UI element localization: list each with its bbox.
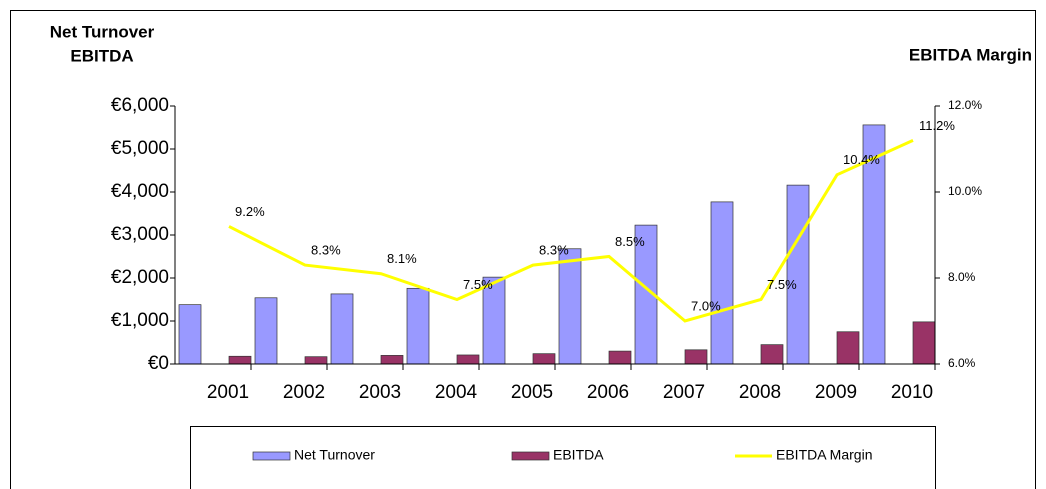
y-tick-label: €5,000	[111, 138, 169, 159]
x-tick-label: 2005	[511, 382, 553, 403]
bar	[304, 356, 328, 365]
bar	[912, 321, 936, 365]
bar	[228, 355, 252, 365]
y-tick-label: €0	[148, 353, 169, 374]
x-tick-label: 2002	[283, 382, 325, 403]
y-tick-label: €6,000	[111, 95, 169, 116]
y-tick-label: €1,000	[111, 310, 169, 331]
data-label: 8.5%	[615, 234, 645, 249]
x-tick-label: 2009	[815, 382, 857, 403]
bar	[836, 331, 860, 365]
bar	[760, 344, 784, 365]
y2-tick-label: 12.0%	[948, 98, 982, 112]
x-tick-label: 2010	[891, 382, 933, 403]
data-label: 8.3%	[311, 243, 341, 258]
data-label: 7.5%	[463, 277, 493, 292]
bar	[684, 349, 708, 365]
y2-axis-title: EBITDA Margin	[909, 45, 1032, 64]
x-tick-label: 2001	[207, 382, 249, 403]
y2-tick-label: 8.0%	[948, 270, 976, 284]
legend-swatch	[511, 451, 550, 461]
legend-box	[190, 426, 936, 489]
data-label: 8.3%	[539, 243, 569, 258]
bar	[254, 297, 278, 365]
line	[228, 139, 914, 323]
y2-tick-label: 10.0%	[948, 184, 982, 198]
x-tick-label: 2006	[587, 382, 629, 403]
y-tick-label: €2,000	[111, 267, 169, 288]
y-axis-title: Net Turnover	[50, 22, 155, 41]
bar	[330, 293, 354, 365]
data-label: 7.5%	[767, 277, 797, 292]
data-label: 7.0%	[691, 298, 721, 313]
x-tick-label: 2003	[359, 382, 401, 403]
x-tick-label: 2007	[663, 382, 705, 403]
y2-tick-label: 6.0%	[948, 356, 976, 370]
legend-label: EBITDA	[553, 447, 604, 463]
bar	[786, 184, 810, 365]
x-tick-label: 2004	[435, 382, 478, 403]
data-label: 10.4%	[843, 152, 880, 167]
legend-label: Net Turnover	[294, 447, 375, 463]
y-tick-label: €4,000	[111, 181, 169, 202]
data-label: 9.2%	[235, 204, 265, 219]
legend-label: EBITDA Margin	[776, 447, 872, 463]
data-label: 8.1%	[387, 251, 417, 266]
bar	[456, 354, 480, 365]
legend-swatch	[252, 451, 291, 461]
y-axis-title: EBITDA	[70, 46, 133, 65]
bar	[380, 355, 404, 365]
bar	[532, 353, 556, 365]
bar	[608, 350, 632, 365]
data-label: 11.2%	[919, 118, 955, 133]
bar	[710, 201, 734, 365]
bar	[178, 304, 202, 365]
y-tick-label: €3,000	[111, 224, 169, 245]
bar	[558, 248, 582, 365]
x-tick-label: 2008	[739, 382, 781, 403]
bar	[406, 287, 430, 365]
